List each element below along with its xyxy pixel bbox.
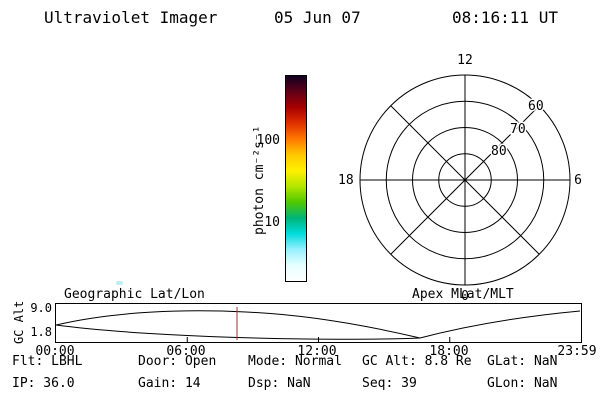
polar-plot: 12 18 6 0 60 70 80 — [337, 52, 584, 306]
mlt-label-6: 6 — [574, 173, 582, 188]
status-glon: GLon: NaN — [487, 376, 558, 391]
orbit-curve-lower — [55, 324, 421, 340]
orbit-altitude-curves — [55, 307, 581, 342]
colorbar-tick-100: 100 — [256, 133, 280, 148]
y-tick-1_8: 1.8 — [30, 325, 52, 339]
colorbar-units-label: photon cm⁻²s⁻¹ — [252, 125, 267, 235]
geo-latlon-title: Geographic Lat/Lon — [64, 287, 205, 302]
colorbar-tick-10: 10 — [264, 215, 280, 230]
status-dsp: Dsp: NaN — [248, 376, 311, 391]
x-tick-1800: 18:00 — [429, 344, 469, 359]
colorbar — [285, 75, 307, 282]
colorbar-gradient — [286, 76, 306, 281]
status-ip: IP: 36.0 — [12, 376, 75, 391]
orbit-altitude-plot — [55, 303, 582, 343]
observation-date: 05 Jun 07 — [274, 8, 361, 27]
mlat-ring-label-80: 80 — [491, 144, 507, 159]
x-tick-2359: 23:59 — [557, 344, 597, 359]
mlt-label-12: 12 — [457, 53, 473, 68]
status-glat: GLat: NaN — [487, 354, 558, 369]
x-tick-0600: 06:00 — [166, 344, 206, 359]
status-mode: Mode: Normal — [248, 354, 342, 369]
mlat-ring-label-60: 60 — [528, 99, 544, 114]
app-title: Ultraviolet Imager — [44, 8, 218, 27]
telemetry-status-grid: Flt: LBHL Door: Open Mode: Normal GC Alt… — [12, 354, 596, 398]
x-tick-0000: 00:00 — [35, 344, 75, 359]
polar-grid-spokes — [360, 75, 570, 285]
mlt-label-18: 18 — [338, 173, 354, 188]
status-seq: Seq: 39 — [362, 376, 417, 391]
mlt-label-0: 0 — [461, 289, 469, 304]
y-tick-9: 9.0 — [30, 301, 52, 315]
orbit-curve-upper — [55, 310, 421, 339]
status-gc-alt: GC Alt: 8.8 Re — [362, 354, 472, 369]
status-gain: Gain: 14 — [138, 376, 201, 391]
status-door: Door: Open — [138, 354, 217, 369]
apex-mlatmlt-title: Apex MLat/MLT — [412, 287, 514, 302]
orbit-curve-right — [419, 310, 581, 339]
status-flt: Flt: LBHL — [12, 354, 83, 369]
mlat-ring-label-70: 70 — [510, 122, 526, 137]
image-noise-speck — [116, 281, 123, 285]
observation-time: 08:16:11 UT — [452, 8, 558, 27]
x-tick-1200: 12:00 — [297, 344, 337, 359]
